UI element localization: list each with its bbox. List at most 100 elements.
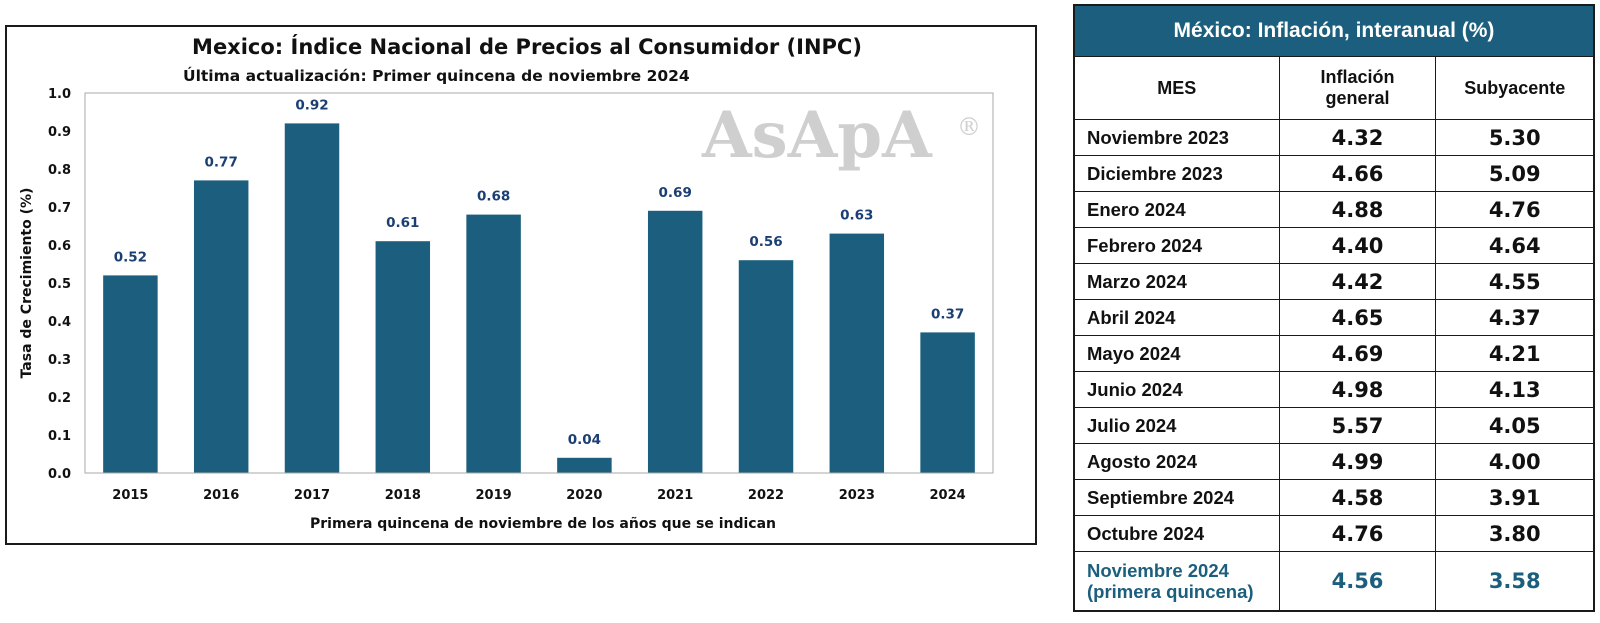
x-tick-label: 2023	[839, 488, 875, 503]
cell-general: 4.32	[1278, 119, 1437, 156]
table-row: Mayo 2024 4.69 4.21	[1073, 335, 1595, 372]
chart-panel: Mexico: Índice Nacional de Precios al Co…	[5, 25, 1037, 545]
cell-general: 4.88	[1278, 191, 1437, 228]
y-tick-label: 1.0	[48, 87, 71, 102]
y-tick-label: 0.9	[48, 125, 71, 140]
cell-mes: Junio 2024	[1073, 371, 1280, 408]
value-label-2016: 0.77	[205, 154, 238, 170]
value-label-2023: 0.63	[840, 208, 873, 224]
latest-mes-line1: Noviembre 2024	[1087, 559, 1229, 581]
cell-subyacente: 5.09	[1435, 155, 1595, 192]
bar-2016	[193, 180, 249, 473]
header-subyacente: Subyacente	[1435, 56, 1595, 120]
header-mes: MES	[1073, 56, 1280, 120]
cell-mes: Febrero 2024	[1073, 227, 1280, 264]
cell-subyacente: 4.00	[1435, 443, 1595, 480]
cell-general: 4.99	[1278, 443, 1437, 480]
cell-general-latest: 4.56	[1278, 551, 1437, 612]
cell-general: 4.65	[1278, 299, 1437, 336]
value-label-2018: 0.61	[386, 215, 419, 231]
value-label-2017: 0.92	[295, 97, 328, 113]
cell-subyacente: 3.91	[1435, 479, 1595, 516]
cell-mes: Septiembre 2024	[1073, 479, 1280, 516]
value-label-2024: 0.37	[931, 306, 964, 322]
table-title: México: Inflación, interanual (%)	[1073, 4, 1595, 57]
x-axis-title: Primera quincena de noviembre de los año…	[310, 516, 776, 532]
watermark: AsApA ®	[701, 98, 981, 173]
table-row: Abril 2024 4.65 4.37	[1073, 299, 1595, 336]
watermark-text: AsApA	[701, 98, 933, 173]
y-tick-label: 0.4	[48, 315, 71, 330]
cell-mes: Diciembre 2023	[1073, 155, 1280, 192]
cell-general: 4.58	[1278, 479, 1437, 516]
cell-subyacente: 4.05	[1435, 407, 1595, 444]
value-label-2019: 0.68	[477, 189, 510, 205]
latest-mes-line2: (primera quincena)	[1087, 581, 1254, 602]
table-body: Noviembre 2023 4.32 5.30 Diciembre 2023 …	[1073, 119, 1595, 612]
cell-mes: Noviembre 2023	[1073, 119, 1280, 156]
bars	[103, 123, 975, 474]
y-tick-label: 0.8	[48, 163, 71, 178]
cell-subyacente: 4.21	[1435, 335, 1595, 372]
cell-mes: Octubre 2024	[1073, 515, 1280, 552]
cell-general: 4.40	[1278, 227, 1437, 264]
table-row: Octubre 2024 4.76 3.80	[1073, 515, 1595, 552]
y-tick-label: 0.6	[48, 239, 71, 254]
y-tick-label: 0.7	[48, 201, 71, 216]
cell-subyacente: 5.30	[1435, 119, 1595, 156]
cell-subyacente: 4.64	[1435, 227, 1595, 264]
value-label-2020: 0.04	[568, 432, 601, 448]
cell-subyacente-latest: 3.58	[1435, 551, 1595, 612]
inflation-table: México: Inflación, interanual (%) MES In…	[1073, 4, 1595, 612]
x-tick-label: 2020	[566, 488, 602, 503]
header-general-line2: general	[1325, 88, 1390, 108]
bar-2024	[920, 332, 975, 473]
y-tick-label: 0.3	[48, 353, 71, 368]
value-label-2015: 0.52	[114, 249, 147, 265]
cell-mes: Marzo 2024	[1073, 263, 1280, 300]
bar-2022	[738, 260, 794, 473]
watermark-registered-mark: ®	[957, 113, 981, 141]
cell-mes: Enero 2024	[1073, 191, 1280, 228]
y-axis-ticks: 0.0 0.1 0.2 0.3 0.4 0.5 0.6 0.7 0.8 0.9 1.0	[48, 87, 71, 482]
x-tick-label: 2021	[657, 488, 693, 503]
cell-general: 5.57	[1278, 407, 1437, 444]
cell-mes: Mayo 2024	[1073, 335, 1280, 372]
x-tick-label: 2018	[385, 488, 421, 503]
bar-2020	[557, 457, 612, 473]
header-inflacion-general: Inflación general	[1278, 56, 1437, 120]
table-row: Septiembre 2024 4.58 3.91	[1073, 479, 1595, 516]
bar-2023	[829, 233, 885, 473]
cell-subyacente: 4.76	[1435, 191, 1595, 228]
cell-general: 4.98	[1278, 371, 1437, 408]
cell-mes: Julio 2024	[1073, 407, 1280, 444]
table-row: Agosto 2024 4.99 4.00	[1073, 443, 1595, 480]
table-row: Diciembre 2023 4.66 5.09	[1073, 155, 1595, 192]
cell-subyacente: 4.55	[1435, 263, 1595, 300]
x-tick-label: 2015	[112, 488, 148, 503]
bar-2019	[466, 214, 521, 473]
cell-general: 4.42	[1278, 263, 1437, 300]
value-label-2021: 0.69	[659, 185, 692, 201]
y-tick-label: 0.0	[48, 467, 71, 482]
cell-mes: Abril 2024	[1073, 299, 1280, 336]
header-general-line1: Inflación	[1320, 67, 1395, 88]
x-axis-ticks: 2015 2016 2017 2018 2019 2020 2021 2022 2023 2024	[112, 488, 965, 503]
table-row: Marzo 2024 4.42 4.55	[1073, 263, 1595, 300]
chart-title: Mexico: Índice Nacional de Precios al Co…	[192, 35, 862, 59]
y-tick-label: 0.5	[48, 277, 71, 292]
table-row: Enero 2024 4.88 4.76	[1073, 191, 1595, 228]
y-axis-title: Tasa de Crecimiento (%)	[19, 188, 35, 379]
value-label-2022: 0.56	[749, 234, 782, 250]
value-labels: 0.52 0.77 0.92 0.61 0.68 0.04 0.69 0.56 0.63 0.37	[114, 97, 965, 447]
cell-general: 4.76	[1278, 515, 1437, 552]
cell-subyacente: 4.13	[1435, 371, 1595, 408]
table-row: Noviembre 2023 4.32 5.30	[1073, 119, 1595, 156]
bar-2021	[647, 210, 703, 474]
cell-general: 4.66	[1278, 155, 1437, 192]
x-tick-label: 2024	[930, 488, 966, 503]
table-row: Junio 2024 4.98 4.13	[1073, 371, 1595, 408]
x-tick-label: 2016	[203, 488, 239, 503]
x-tick-label: 2017	[294, 488, 330, 503]
bar-2015	[103, 275, 158, 473]
